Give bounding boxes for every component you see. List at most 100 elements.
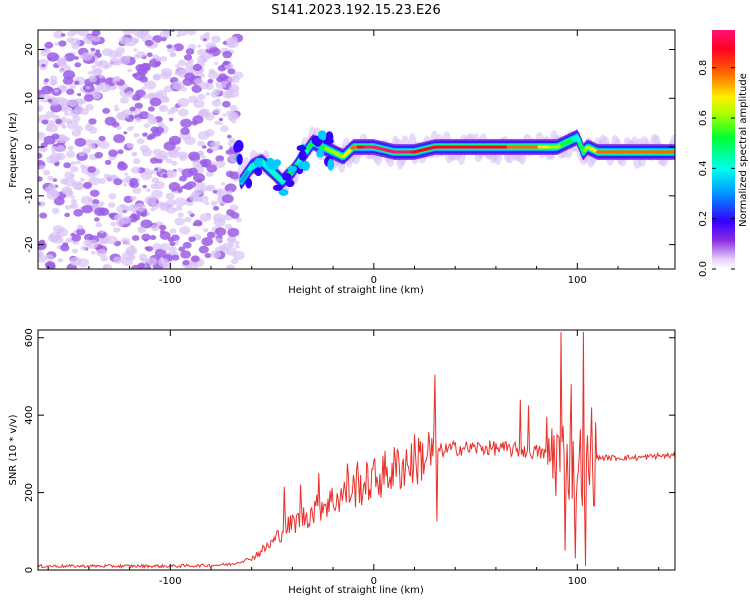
noise-speck — [42, 169, 51, 176]
noise-speck — [201, 237, 214, 246]
noise-speck — [160, 71, 172, 80]
colorbar-ticks: 0.0 0.2 0.4 0.6 0.8 — [698, 60, 735, 277]
noise-speck — [159, 224, 167, 231]
spectrogram-ytick-label: -10 — [24, 188, 35, 204]
noise-speck — [214, 227, 227, 237]
ridge-blob — [254, 167, 263, 177]
noise-speck — [210, 200, 218, 206]
noise-speck — [91, 65, 96, 69]
spectrogram-xtick-label: 100 — [568, 275, 587, 286]
noise-speck — [145, 188, 151, 192]
noise-speck — [179, 154, 188, 162]
noise-speck — [51, 133, 60, 140]
noise-speck — [38, 131, 46, 141]
noise-speck — [98, 177, 106, 184]
noise-speck — [111, 86, 117, 90]
noise-speck — [73, 208, 84, 217]
noise-speck — [149, 235, 157, 241]
noise-speck — [168, 117, 174, 122]
noise-speck — [150, 224, 160, 232]
noise-speck — [113, 134, 126, 144]
ridge-blob — [285, 179, 295, 188]
snr-ytick-label: 400 — [24, 406, 35, 425]
noise-speck — [125, 175, 131, 180]
noise-speck — [93, 67, 103, 75]
snr-axes: -100 0 100 0 200 400 600 — [24, 328, 675, 587]
noise-speck — [209, 141, 217, 147]
noise-speck — [139, 253, 148, 260]
noise-speck — [71, 248, 79, 254]
noise-speck — [99, 229, 105, 234]
noise-speck — [120, 203, 126, 208]
noise-speck — [122, 205, 131, 212]
ridge-blob — [296, 145, 307, 152]
noise-speck — [80, 245, 87, 251]
noise-speck — [45, 254, 54, 261]
noise-speck — [125, 248, 136, 256]
noise-speck — [78, 151, 85, 157]
colorbar-label: Normalized spectral amplitude — [738, 73, 749, 227]
noise-speck — [129, 178, 138, 185]
noise-speck — [92, 35, 101, 43]
noise-speck — [142, 184, 147, 189]
noise-speck — [146, 93, 155, 99]
noise-speck — [204, 82, 214, 91]
noise-speck — [78, 98, 86, 105]
noise-speck — [235, 217, 242, 223]
noise-speck — [170, 160, 178, 166]
colorbar-gradient — [712, 30, 735, 269]
noise-speck — [192, 222, 197, 227]
noise-speck — [41, 119, 49, 125]
noise-speck — [83, 181, 93, 189]
noise-speck — [69, 256, 82, 266]
noise-speck — [215, 160, 226, 168]
noise-speck — [129, 204, 136, 209]
noise-speck — [165, 158, 173, 164]
noise-speck — [131, 166, 141, 174]
noise-speck — [71, 30, 80, 35]
noise-speck — [177, 167, 184, 172]
noise-speck — [69, 109, 80, 118]
noise-speck — [63, 106, 69, 111]
noise-speck — [147, 113, 154, 118]
noise-speck — [211, 35, 221, 43]
noise-speck — [122, 30, 134, 36]
noise-speck — [218, 117, 224, 122]
noise-speck — [126, 142, 135, 149]
snr-ytick-label: 0 — [24, 567, 35, 573]
noise-speck — [197, 222, 203, 226]
noise-speck — [199, 34, 210, 42]
noise-speck — [109, 57, 120, 66]
noise-speck — [82, 147, 91, 154]
noise-speck — [137, 226, 146, 234]
noise-speck — [218, 244, 227, 251]
ridge-core — [242, 174, 247, 179]
noise-speck — [66, 37, 74, 43]
noise-speck — [126, 126, 133, 132]
noise-speck — [98, 135, 106, 142]
noise-speck — [39, 165, 46, 170]
noise-speck — [64, 205, 71, 210]
spectrogram-xtick-label: 0 — [371, 275, 377, 286]
noise-speck — [144, 80, 157, 90]
snr-line — [38, 331, 675, 569]
noise-speck — [176, 33, 181, 38]
noise-speck — [140, 212, 147, 218]
noise-speck — [201, 182, 206, 186]
noise-speck — [150, 207, 156, 212]
ridge-blob — [245, 177, 253, 189]
noise-speck — [90, 250, 96, 255]
noise-speck — [70, 161, 76, 166]
noise-speck — [94, 217, 100, 222]
noise-speck — [147, 106, 155, 112]
noise-speck — [177, 188, 183, 193]
noise-speck — [136, 51, 146, 59]
noise-speck — [192, 115, 204, 124]
noise-speck — [50, 79, 58, 85]
noise-speck — [40, 142, 48, 148]
snr-panel: -100 0 100 0 200 400 600 Height of straight li… — [8, 328, 676, 596]
noise-speck — [149, 157, 159, 164]
noise-speck — [121, 216, 131, 224]
noise-speck — [168, 135, 181, 146]
